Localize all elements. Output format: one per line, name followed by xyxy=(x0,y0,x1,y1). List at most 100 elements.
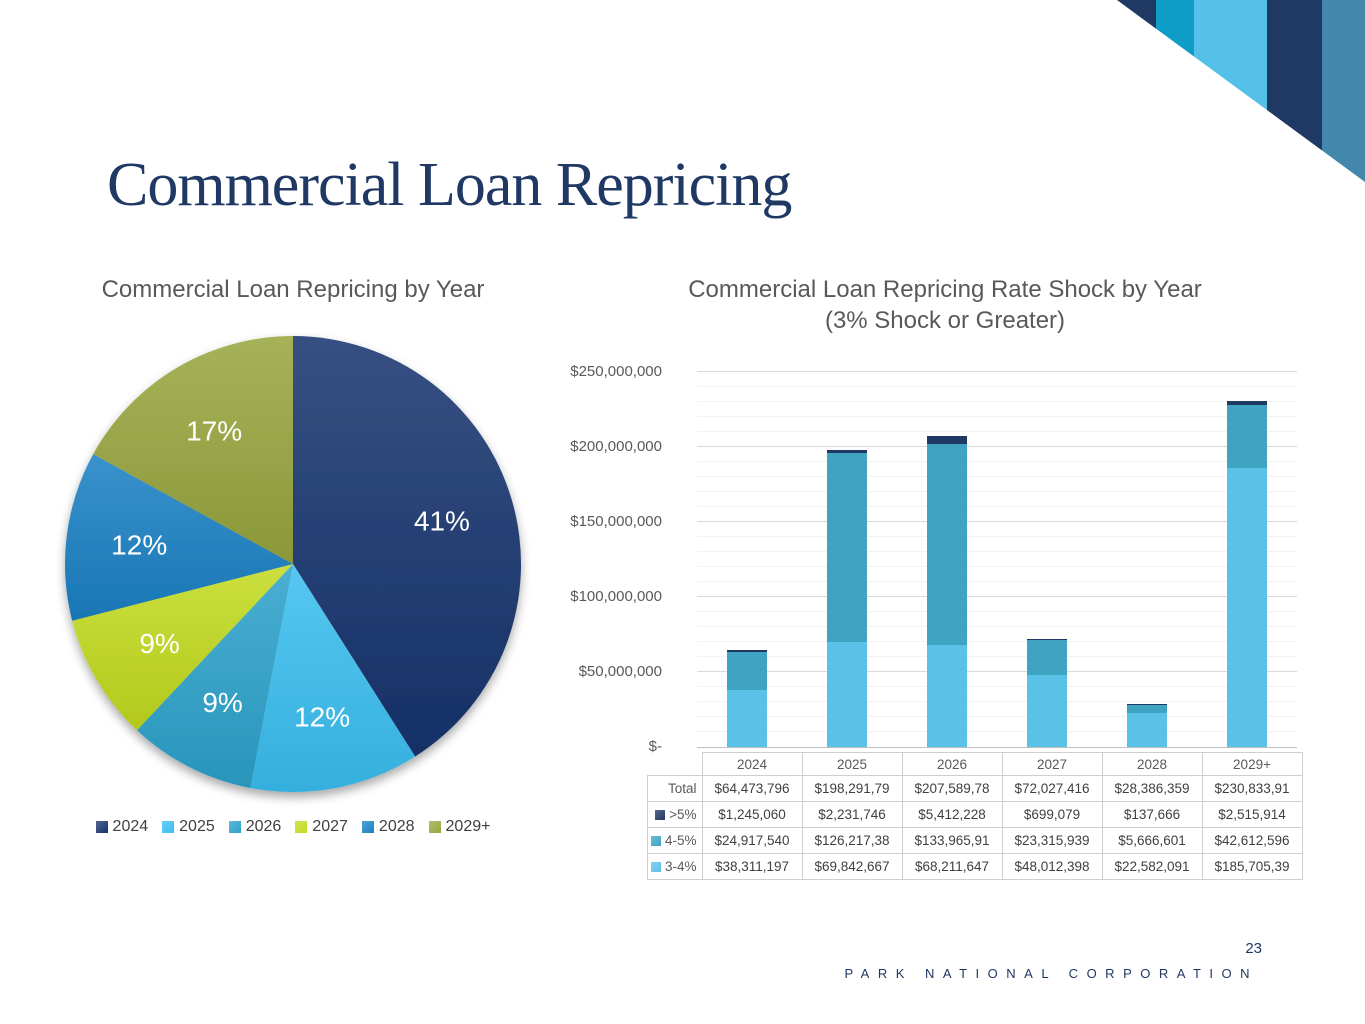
gridline-minor xyxy=(697,641,1297,642)
table-cell-2028->5%: $137,666 xyxy=(1101,801,1203,828)
table-cell-2027-3-4%: $48,012,398 xyxy=(1001,853,1103,880)
pie-slice-label-2025: 12% xyxy=(294,701,350,732)
gridline-minor xyxy=(697,566,1297,567)
table-cell-2025-Total: $198,291,79 xyxy=(801,775,903,802)
table-cell-2026->5%: $5,412,228 xyxy=(901,801,1003,828)
gridline-minor xyxy=(697,506,1297,507)
pie-chart: 41% 12% 9% 9% 12% 17% xyxy=(64,336,522,792)
bar-segment-2026->5% xyxy=(927,435,967,444)
table-legend-swatch-3-4% xyxy=(651,861,661,872)
gridline-minor xyxy=(697,716,1297,717)
bar-segment-2024->5% xyxy=(727,650,767,653)
table-cell-2028-4-5%: $5,666,601 xyxy=(1101,827,1203,854)
pie-legend-label: 2027 xyxy=(312,818,348,835)
table-cell-2028-3-4%: $22,582,091 xyxy=(1101,853,1203,880)
gridline-minor xyxy=(697,611,1297,612)
pie-legend-swatch-2024 xyxy=(95,821,108,833)
table-row-header-content: 4-5% xyxy=(651,833,697,848)
gridline-minor xyxy=(697,536,1297,537)
bar-segment-2029+-3-4% xyxy=(1227,468,1267,747)
table-col-header-2028: 2028 xyxy=(1101,752,1203,776)
gridline-minor xyxy=(697,551,1297,552)
table-row-header-label: 4-5% xyxy=(665,833,697,848)
gridline-major xyxy=(697,371,1297,372)
y-tick-label: $100,000,000 xyxy=(570,588,662,605)
gridline-major xyxy=(697,446,1297,447)
table-cell-2025-4-5%: $126,217,38 xyxy=(801,827,903,854)
table-row-3-4%: 3-4% $38,311,197 $69,842,667 $68,211,647 $48… xyxy=(647,853,1303,880)
pie-legend-label: 2024 xyxy=(112,818,149,835)
table-col-header-2025: 2025 xyxy=(801,752,903,776)
bar-segment-2028-4-5% xyxy=(1127,704,1167,714)
table-legend-swatch->5% xyxy=(655,809,666,820)
pie-legend-swatch-2029+ xyxy=(428,821,441,833)
table-cell-2026-3-4%: $68,211,647 xyxy=(901,853,1003,880)
bar-segment-2026-3-4% xyxy=(927,644,967,747)
pie-legend-label: 2026 xyxy=(245,818,282,835)
table-row-header-label: >5% xyxy=(669,807,697,822)
pie-slice-2029+ xyxy=(93,336,293,564)
pie-legend-swatch-2028 xyxy=(361,821,374,833)
table-col-header-2024: 2024 xyxy=(701,752,803,776)
table-row-header-label: 3-4% xyxy=(665,859,697,874)
pie-legend-item-2027: 2027 xyxy=(295,818,348,836)
pie-slice-2028 xyxy=(64,454,293,621)
pie-legend-item-2029+: 2029+ xyxy=(428,818,491,836)
bar-segment-2024-4-5% xyxy=(727,652,767,690)
pie-legend-label: 2029+ xyxy=(445,818,491,835)
table-row-header-content: >5% xyxy=(651,807,697,822)
gridline-minor xyxy=(697,416,1297,417)
bar-segment-2025-4-5% xyxy=(827,452,867,643)
table-corner-blank xyxy=(648,753,703,776)
pie-legend-item-2024: 2024 xyxy=(95,818,149,836)
bar-segment-2029+-4-5% xyxy=(1227,404,1267,469)
bar-chart-title: Commercial Loan Repricing Rate Shock by … xyxy=(688,276,1202,303)
y-tick-label: $150,000,000 xyxy=(570,513,662,530)
table-col-header-2027: 2027 xyxy=(1001,752,1103,776)
table-cell-2029+-4-5%: $42,612,596 xyxy=(1201,827,1303,854)
pie-slice-label-2028: 12% xyxy=(111,530,167,561)
footer-brand: PARK NATIONAL CORPORATION xyxy=(844,966,1258,981)
table-cell-2025-3-4%: $69,842,667 xyxy=(801,853,903,880)
gridline-minor xyxy=(697,386,1297,387)
pie-slice-2025 xyxy=(250,564,416,792)
gridline-minor xyxy=(697,686,1297,687)
pie-legend-swatch-2027 xyxy=(295,821,308,833)
gridline-major xyxy=(697,671,1297,672)
y-tick-label: $200,000,000 xyxy=(570,438,662,455)
slide-title: Commercial Loan Repricing xyxy=(107,150,792,219)
table-col-header-2029+: 2029+ xyxy=(1201,752,1303,776)
table-row-header-Total: Total xyxy=(647,775,703,802)
table-cell-2024->5%: $1,245,060 xyxy=(701,801,803,828)
table-legend-swatch-4-5% xyxy=(651,835,661,846)
y-tick-label: $250,000,000 xyxy=(570,363,662,380)
table-header-row: 2024 2025 2026 2027 2028 2029+ xyxy=(648,752,1303,776)
bar-chart-subtitle: (3% Shock or Greater) xyxy=(824,307,1066,334)
y-tick-label: $50,000,000 xyxy=(578,663,662,680)
pie-legend-item-2026: 2026 xyxy=(228,818,282,836)
table-row-header-content: 3-4% xyxy=(651,859,697,874)
bar-data-table: 2024 2025 2026 2027 2028 2029+ Total $64,473,79… xyxy=(647,752,1303,880)
pie-slice-label-2029+: 17% xyxy=(186,416,242,447)
gridline-major xyxy=(697,596,1297,597)
pie-slice-2026 xyxy=(136,564,293,788)
table-cell-2029+-Total: $230,833,91 xyxy=(1201,775,1303,802)
pie-slices xyxy=(64,336,522,792)
pie-legend: 2024 2025 2026 2027 2028 2029+ xyxy=(52,818,534,836)
table-cell-2025->5%: $2,231,746 xyxy=(801,801,903,828)
table-cell-2024-3-4%: $38,311,197 xyxy=(701,853,803,880)
pie-chart-title: Commercial Loan Repricing by Year xyxy=(101,276,485,303)
pie-slice-2024 xyxy=(293,336,522,757)
table-cell-2028-Total: $28,386,359 xyxy=(1101,775,1203,802)
bar-segment-2027->5% xyxy=(1027,638,1067,641)
gridline-minor xyxy=(697,656,1297,657)
table-cell-2026-Total: $207,589,78 xyxy=(901,775,1003,802)
gridline-minor xyxy=(697,461,1297,462)
bar-segment-2024-3-4% xyxy=(727,689,767,747)
table-cell-2029+->5%: $2,515,914 xyxy=(1201,801,1303,828)
pie-legend-swatch-2026 xyxy=(228,821,241,833)
pie-legend-label: 2028 xyxy=(378,818,415,835)
pie-legend-item-2025: 2025 xyxy=(162,818,215,836)
gridline-minor xyxy=(697,581,1297,582)
